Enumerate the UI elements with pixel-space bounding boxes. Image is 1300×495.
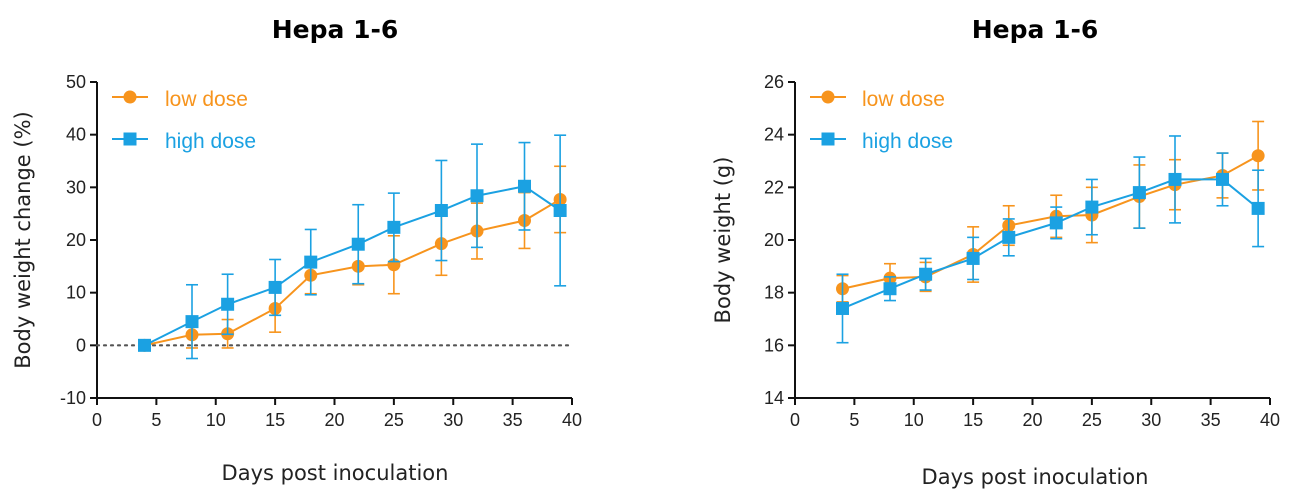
data-point (470, 189, 484, 203)
x-axis-label: Days post inoculation (222, 461, 449, 485)
y-tick-label: 40 (66, 125, 86, 145)
y-axis-label: Body weight (g) (711, 157, 735, 324)
y-tick-label: 30 (66, 177, 86, 197)
data-point (351, 237, 365, 251)
data-point (553, 204, 567, 218)
legend-marker-circle (123, 90, 137, 104)
y-tick-label: 10 (66, 283, 86, 303)
chart-body-weight: Hepa 1-6 Days post inoculation Body weig… (711, 15, 1280, 489)
data-point (221, 297, 235, 311)
x-tick-label: 10 (206, 410, 226, 430)
data-point (138, 338, 151, 352)
x-tick-label: 5 (849, 410, 859, 430)
x-tick-label: 35 (1201, 410, 1221, 430)
data-point (304, 255, 318, 269)
data-marks (138, 134, 567, 360)
legend-marker-square (821, 132, 835, 146)
data-point (1251, 149, 1265, 163)
x-tick-label: 30 (1141, 410, 1161, 430)
x-tick-label: 40 (1260, 410, 1280, 430)
y-tick-label: 20 (764, 230, 784, 250)
x-tick-label: 25 (1082, 410, 1102, 430)
x-tick-label: 0 (92, 410, 102, 430)
data-point (836, 301, 849, 315)
chart-title: Hepa 1-6 (272, 15, 399, 44)
axes: -10 0 10 20 30 40 50 0 5 10 15 20 25 30 35 40 (60, 72, 582, 430)
x-tick-label: 25 (384, 410, 404, 430)
series-line (144, 198, 561, 347)
data-point (387, 220, 401, 234)
x-tick-label: 20 (1022, 410, 1042, 430)
legend: low dose high dose (810, 88, 953, 153)
x-tick-label: 15 (963, 410, 983, 430)
data-marks (836, 120, 1265, 344)
y-tick-label: -10 (60, 388, 86, 408)
x-tick-label: 10 (904, 410, 924, 430)
series-line (842, 178, 1259, 310)
legend-label-low-dose: low dose (862, 88, 945, 111)
y-axis-label: Body weight change (%) (11, 111, 35, 368)
y-tick-label: 0 (76, 335, 86, 355)
x-tick-label: 35 (503, 410, 523, 430)
data-point (1002, 230, 1016, 244)
y-tick-label: 18 (764, 283, 784, 303)
data-point (1085, 200, 1099, 214)
x-axis-label: Days post inoculation (922, 465, 1149, 489)
data-point (1251, 201, 1265, 215)
data-point (1168, 172, 1182, 186)
y-tick-label: 16 (764, 335, 784, 355)
data-point (1132, 186, 1146, 200)
x-tick-label: 40 (562, 410, 582, 430)
data-point (1049, 216, 1063, 230)
series-low-dose (138, 165, 567, 352)
chart-body-weight-change: Hepa 1-6 Days post inoculation Body weig… (11, 15, 582, 485)
axes: 14 16 18 20 22 24 26 0 5 10 15 20 25 30 35 40 (764, 72, 1280, 430)
series-high-dose (138, 134, 567, 360)
data-point (434, 204, 448, 218)
y-tick-label: 20 (66, 230, 86, 250)
y-tick-label: 24 (764, 125, 784, 145)
data-point (919, 267, 933, 281)
y-tick-label: 22 (764, 177, 784, 197)
series-high-dose (836, 135, 1265, 344)
data-point (518, 179, 531, 193)
legend: low dose high dose (112, 88, 256, 153)
legend-label-high-dose: high dose (165, 130, 256, 153)
legend-label-low-dose: low dose (165, 88, 248, 111)
y-tick-label: 50 (66, 72, 86, 92)
data-point (883, 282, 897, 296)
y-tick-label: 14 (764, 388, 784, 408)
chart-title: Hepa 1-6 (972, 15, 1099, 44)
y-tick-label: 26 (764, 72, 784, 92)
legend-marker-square (123, 132, 137, 146)
x-tick-label: 0 (790, 410, 800, 430)
x-tick-label: 20 (324, 410, 344, 430)
x-tick-label: 15 (265, 410, 285, 430)
legend-label-high-dose: high dose (862, 130, 953, 153)
data-point (268, 280, 282, 294)
x-tick-label: 5 (151, 410, 161, 430)
data-point (966, 251, 980, 265)
x-tick-label: 30 (443, 410, 463, 430)
data-point (185, 315, 199, 329)
data-point (1216, 172, 1229, 186)
legend-marker-circle (821, 90, 835, 104)
